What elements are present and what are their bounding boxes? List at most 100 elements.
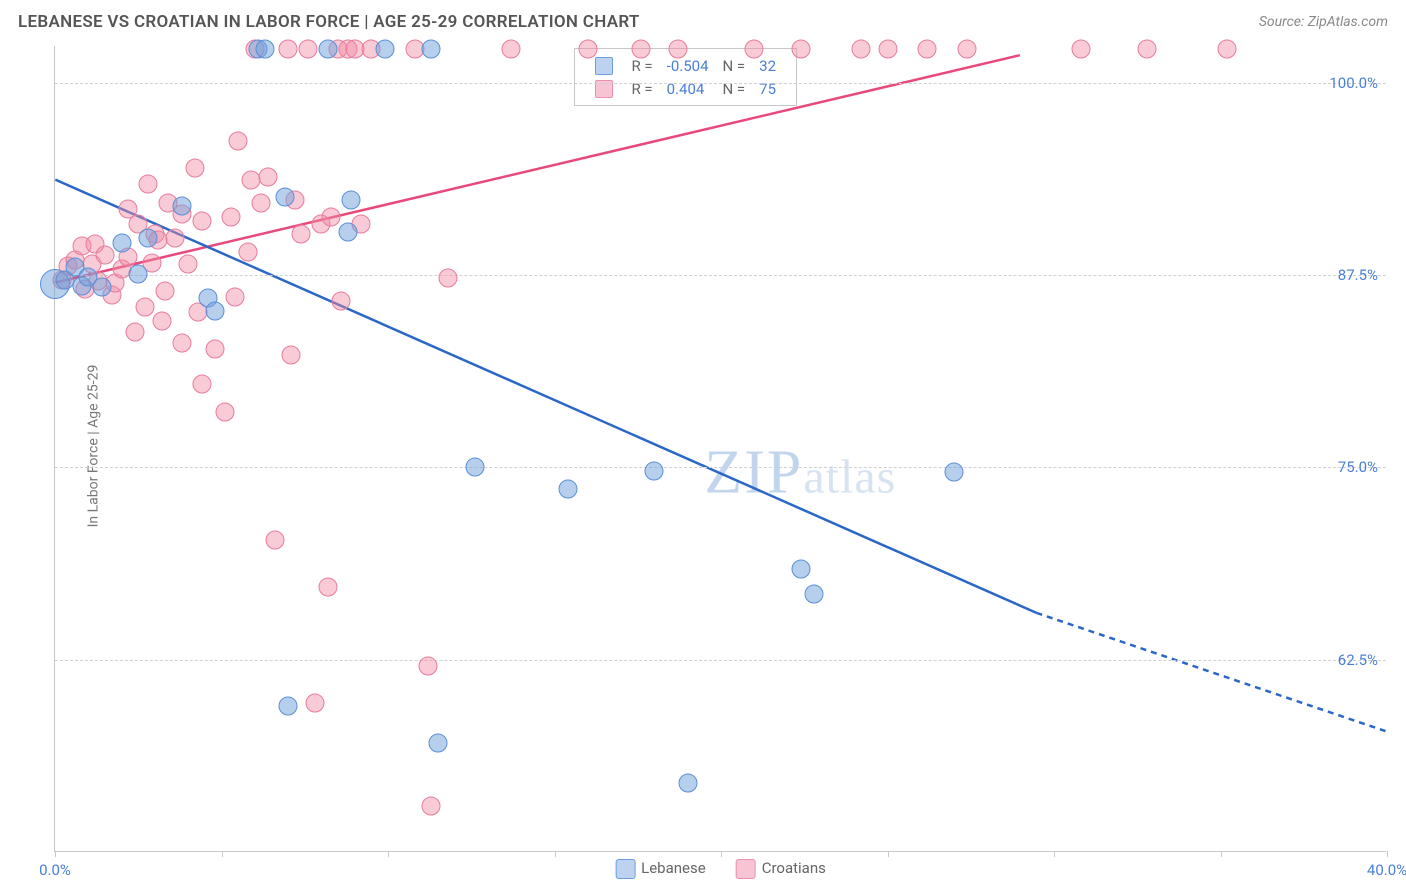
x-tick-label-right: 40.0% — [1367, 861, 1406, 879]
data-point — [375, 40, 394, 59]
data-point — [255, 40, 274, 59]
data-point — [229, 132, 248, 151]
data-point — [319, 578, 338, 597]
data-point — [299, 40, 318, 59]
x-tick — [388, 851, 389, 857]
data-point — [342, 190, 361, 209]
data-point — [428, 733, 447, 752]
x-tick — [222, 851, 223, 857]
n-value-lebanese: 32 — [753, 55, 782, 76]
plot-frame: ZIPatlas R = -0.504 N = 32 R = 0.404 — [54, 46, 1386, 852]
regression-line — [55, 180, 1036, 613]
data-point — [125, 323, 144, 342]
data-point — [215, 403, 234, 422]
legend-label-croatians: Croatians — [762, 859, 826, 877]
data-point — [332, 292, 351, 311]
grid-line — [55, 83, 1386, 84]
data-point — [1218, 40, 1237, 59]
data-point — [129, 264, 148, 283]
data-point — [92, 278, 111, 297]
data-point — [112, 233, 131, 252]
data-point — [632, 40, 651, 59]
x-tick — [55, 851, 56, 857]
data-point — [185, 158, 204, 177]
data-point — [205, 340, 224, 359]
data-point — [791, 40, 810, 59]
x-tick — [721, 851, 722, 857]
x-tick — [888, 851, 889, 857]
data-point — [418, 656, 437, 675]
data-point — [438, 269, 457, 288]
grid-line — [55, 275, 1386, 276]
stat-legend: R = -0.504 N = 32 R = 0.404 N = 75 — [574, 48, 797, 106]
swatch-lebanese-icon — [615, 859, 635, 879]
data-point — [422, 796, 441, 815]
y-tick-label: 75.0% — [1338, 458, 1378, 476]
data-point — [222, 207, 241, 226]
data-point — [275, 187, 294, 206]
y-tick-label: 100.0% — [1329, 74, 1378, 92]
stat-legend-row-croatians: R = 0.404 N = 75 — [589, 78, 782, 99]
data-point — [958, 40, 977, 59]
grid-line — [55, 467, 1386, 468]
data-point — [645, 461, 664, 480]
data-point — [135, 298, 154, 317]
legend-item-lebanese: Lebanese — [615, 859, 706, 879]
data-point — [805, 584, 824, 603]
swatch-lebanese-icon — [595, 57, 613, 75]
x-tick — [1221, 851, 1222, 857]
data-point — [465, 458, 484, 477]
plot-area: ZIPatlas R = -0.504 N = 32 R = 0.404 — [55, 46, 1386, 851]
n-label: N = — [717, 55, 752, 76]
data-point — [422, 40, 441, 59]
data-point — [152, 312, 171, 331]
data-point — [745, 40, 764, 59]
data-point — [339, 223, 358, 242]
data-point — [155, 281, 174, 300]
data-point — [265, 530, 284, 549]
data-point — [502, 40, 521, 59]
data-point — [252, 193, 271, 212]
data-point — [192, 212, 211, 231]
data-point — [668, 40, 687, 59]
data-point — [282, 346, 301, 365]
data-point — [239, 243, 258, 262]
legend-label-lebanese: Lebanese — [641, 859, 706, 877]
data-point — [179, 255, 198, 274]
y-tick-label: 62.5% — [1338, 651, 1378, 669]
grid-line — [55, 660, 1386, 661]
swatch-croatians-icon — [736, 859, 756, 879]
data-point — [851, 40, 870, 59]
data-point — [279, 40, 298, 59]
x-tick-label-left: 0.0% — [39, 861, 71, 879]
source-label: Source: ZipAtlas.com — [1259, 14, 1388, 30]
data-point — [1071, 40, 1090, 59]
r-value-croatians: 0.404 — [661, 78, 715, 99]
x-tick — [1054, 851, 1055, 857]
data-point — [139, 175, 158, 194]
data-point — [172, 333, 191, 352]
data-point — [878, 40, 897, 59]
regression-overlay — [55, 46, 1386, 851]
data-point — [319, 40, 338, 59]
data-point — [1138, 40, 1157, 59]
data-point — [139, 229, 158, 248]
data-point — [205, 301, 224, 320]
r-label: R = — [625, 78, 658, 99]
x-tick — [1387, 851, 1388, 857]
regression-line — [1036, 613, 1385, 731]
data-point — [192, 375, 211, 394]
data-point — [918, 40, 937, 59]
data-point — [945, 463, 964, 482]
data-point — [225, 287, 244, 306]
data-point — [95, 246, 114, 265]
y-tick-label: 87.5% — [1338, 266, 1378, 284]
data-point — [172, 196, 191, 215]
data-point — [292, 224, 311, 243]
x-tick — [555, 851, 556, 857]
title-bar: LEBANESE VS CROATIAN IN LABOR FORCE | AG… — [18, 12, 1388, 32]
chart-title: LEBANESE VS CROATIAN IN LABOR FORCE | AG… — [18, 12, 640, 32]
n-label: N = — [717, 78, 752, 99]
chart-container: LEBANESE VS CROATIAN IN LABOR FORCE | AG… — [0, 0, 1406, 892]
data-point — [678, 773, 697, 792]
